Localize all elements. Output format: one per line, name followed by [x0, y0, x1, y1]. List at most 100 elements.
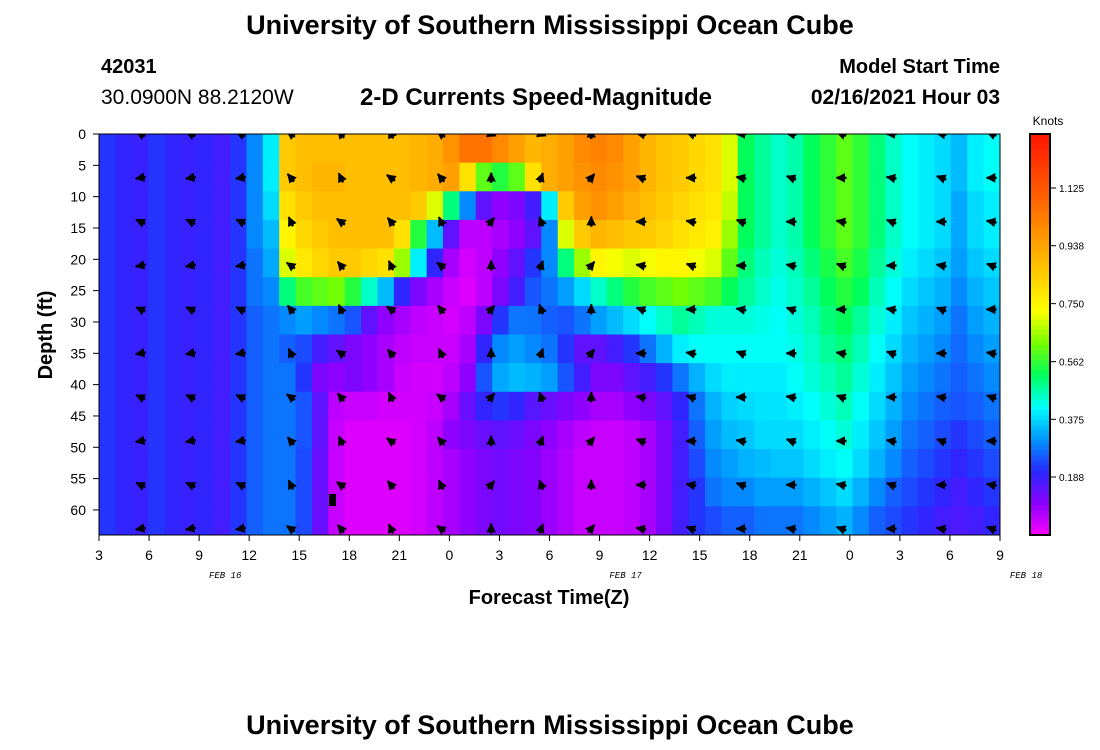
colorbar-segment — [1030, 364, 1050, 371]
heatmap-cell — [115, 191, 133, 221]
heatmap-cell — [492, 162, 510, 192]
heatmap-cell — [705, 219, 723, 250]
heatmap-cell — [770, 219, 788, 250]
colorbar-segment — [1030, 169, 1050, 175]
heatmap-cell — [262, 248, 280, 278]
colorbar-tick-label: 0.750 — [1059, 300, 1084, 311]
heatmap-cell — [361, 305, 379, 336]
vector-arrow — [986, 393, 997, 403]
heatmap-cell — [279, 449, 297, 479]
heatmap-cell — [606, 162, 624, 192]
heatmap-cell — [623, 277, 641, 307]
x-tick-label: 3 — [896, 547, 904, 563]
vector-arrow — [535, 259, 545, 271]
heatmap-cell — [115, 334, 133, 364]
heatmap-cell — [950, 420, 968, 450]
heatmap-cell — [639, 449, 657, 479]
vector-arrow — [135, 306, 147, 316]
colorbar-tick-label: 1.125 — [1059, 184, 1084, 195]
vector-arrow — [785, 437, 797, 447]
heatmap-cell — [787, 219, 805, 250]
heatmap-cell — [852, 334, 870, 364]
heatmap-cell — [819, 334, 837, 364]
heatmap-cell — [950, 219, 968, 250]
vector-arrow — [685, 134, 697, 140]
heatmap-cell — [492, 391, 510, 422]
colorbar-segment — [1030, 374, 1050, 381]
heatmap-cell — [918, 219, 936, 250]
heatmap-cell — [180, 219, 198, 250]
vector-arrow — [134, 435, 146, 446]
vector-arrow — [635, 393, 647, 403]
x-tick-label: 12 — [642, 547, 658, 563]
vector-arrow — [585, 436, 596, 447]
heatmap-cell — [803, 162, 821, 192]
heatmap-cell — [213, 363, 231, 393]
heatmap-cell — [721, 391, 739, 422]
heatmap-cell — [328, 248, 346, 278]
heatmap-cell — [819, 449, 837, 479]
heatmap-cell — [213, 219, 231, 250]
heatmap-cell — [443, 305, 460, 336]
vector-arrow — [485, 217, 496, 228]
heatmap-cell — [213, 305, 231, 336]
x-tick-label: 0 — [445, 547, 453, 563]
heatmap-cell — [377, 162, 395, 192]
vector-arrow — [234, 172, 246, 182]
heatmap-cell — [574, 449, 592, 479]
heatmap-cell — [967, 363, 985, 393]
vector-arrow — [935, 524, 947, 535]
heatmap-cell — [885, 477, 903, 507]
footer-title: University of Southern Mississippi Ocean… — [246, 710, 854, 740]
vector-arrow — [535, 134, 547, 138]
heatmap-cell — [574, 391, 592, 422]
heatmap-cell — [672, 305, 690, 336]
heatmap-cell — [918, 420, 936, 450]
vector-arrow — [735, 218, 747, 228]
heatmap-cell — [311, 248, 329, 278]
heatmap-cell — [557, 420, 575, 450]
vector-arrow — [436, 134, 447, 141]
heatmap-cell — [770, 334, 788, 364]
heatmap-cell — [361, 191, 379, 221]
heatmap-cell — [557, 191, 575, 221]
colorbar-segment — [1030, 134, 1050, 140]
heatmap-cell — [836, 477, 854, 507]
heatmap-cell — [361, 506, 379, 535]
heatmap-cell — [819, 506, 837, 535]
heatmap-cell — [311, 391, 329, 422]
vector-arrow — [735, 305, 747, 315]
heatmap-cell — [524, 305, 542, 336]
vector-arrow — [436, 261, 447, 272]
y-tick-label: 0 — [78, 126, 86, 142]
colorbar-segment — [1030, 174, 1050, 180]
heatmap-cell — [115, 277, 133, 307]
heatmap-cell — [475, 477, 493, 507]
heatmap-cell — [344, 162, 362, 192]
heatmap-cell — [443, 248, 460, 278]
heatmap-cell — [197, 391, 215, 422]
heatmap-cell — [246, 449, 264, 479]
heatmap-cell — [377, 449, 395, 479]
heatmap-cell — [983, 219, 1000, 250]
heatmap-cell — [737, 506, 755, 535]
heatmap-cell — [623, 449, 641, 479]
heatmap-cell — [705, 420, 723, 450]
heatmap-cell — [328, 391, 346, 422]
heatmap-cell — [967, 219, 985, 250]
heatmap-cell — [393, 506, 411, 535]
heatmap-cell — [164, 477, 182, 507]
colorbar-unit-label: Knots — [1033, 114, 1064, 128]
heatmap-cell — [803, 191, 821, 221]
heatmap-cell — [131, 277, 149, 307]
heatmap-cell — [492, 134, 510, 164]
x-tick-label: 9 — [996, 547, 1004, 563]
heatmap-cell — [492, 277, 510, 307]
heatmap-cell — [852, 191, 870, 221]
heatmap-cell — [787, 334, 805, 364]
heatmap-cell — [492, 477, 510, 507]
heatmap-cell — [541, 191, 559, 221]
heatmap-cell — [819, 191, 837, 221]
x-tick-label: 15 — [692, 547, 708, 563]
heatmap-cell — [901, 334, 919, 364]
